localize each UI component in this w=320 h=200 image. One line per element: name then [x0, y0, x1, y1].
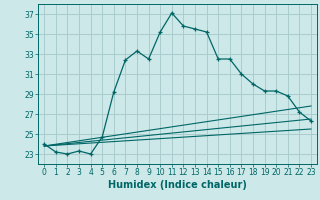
X-axis label: Humidex (Indice chaleur): Humidex (Indice chaleur): [108, 180, 247, 190]
